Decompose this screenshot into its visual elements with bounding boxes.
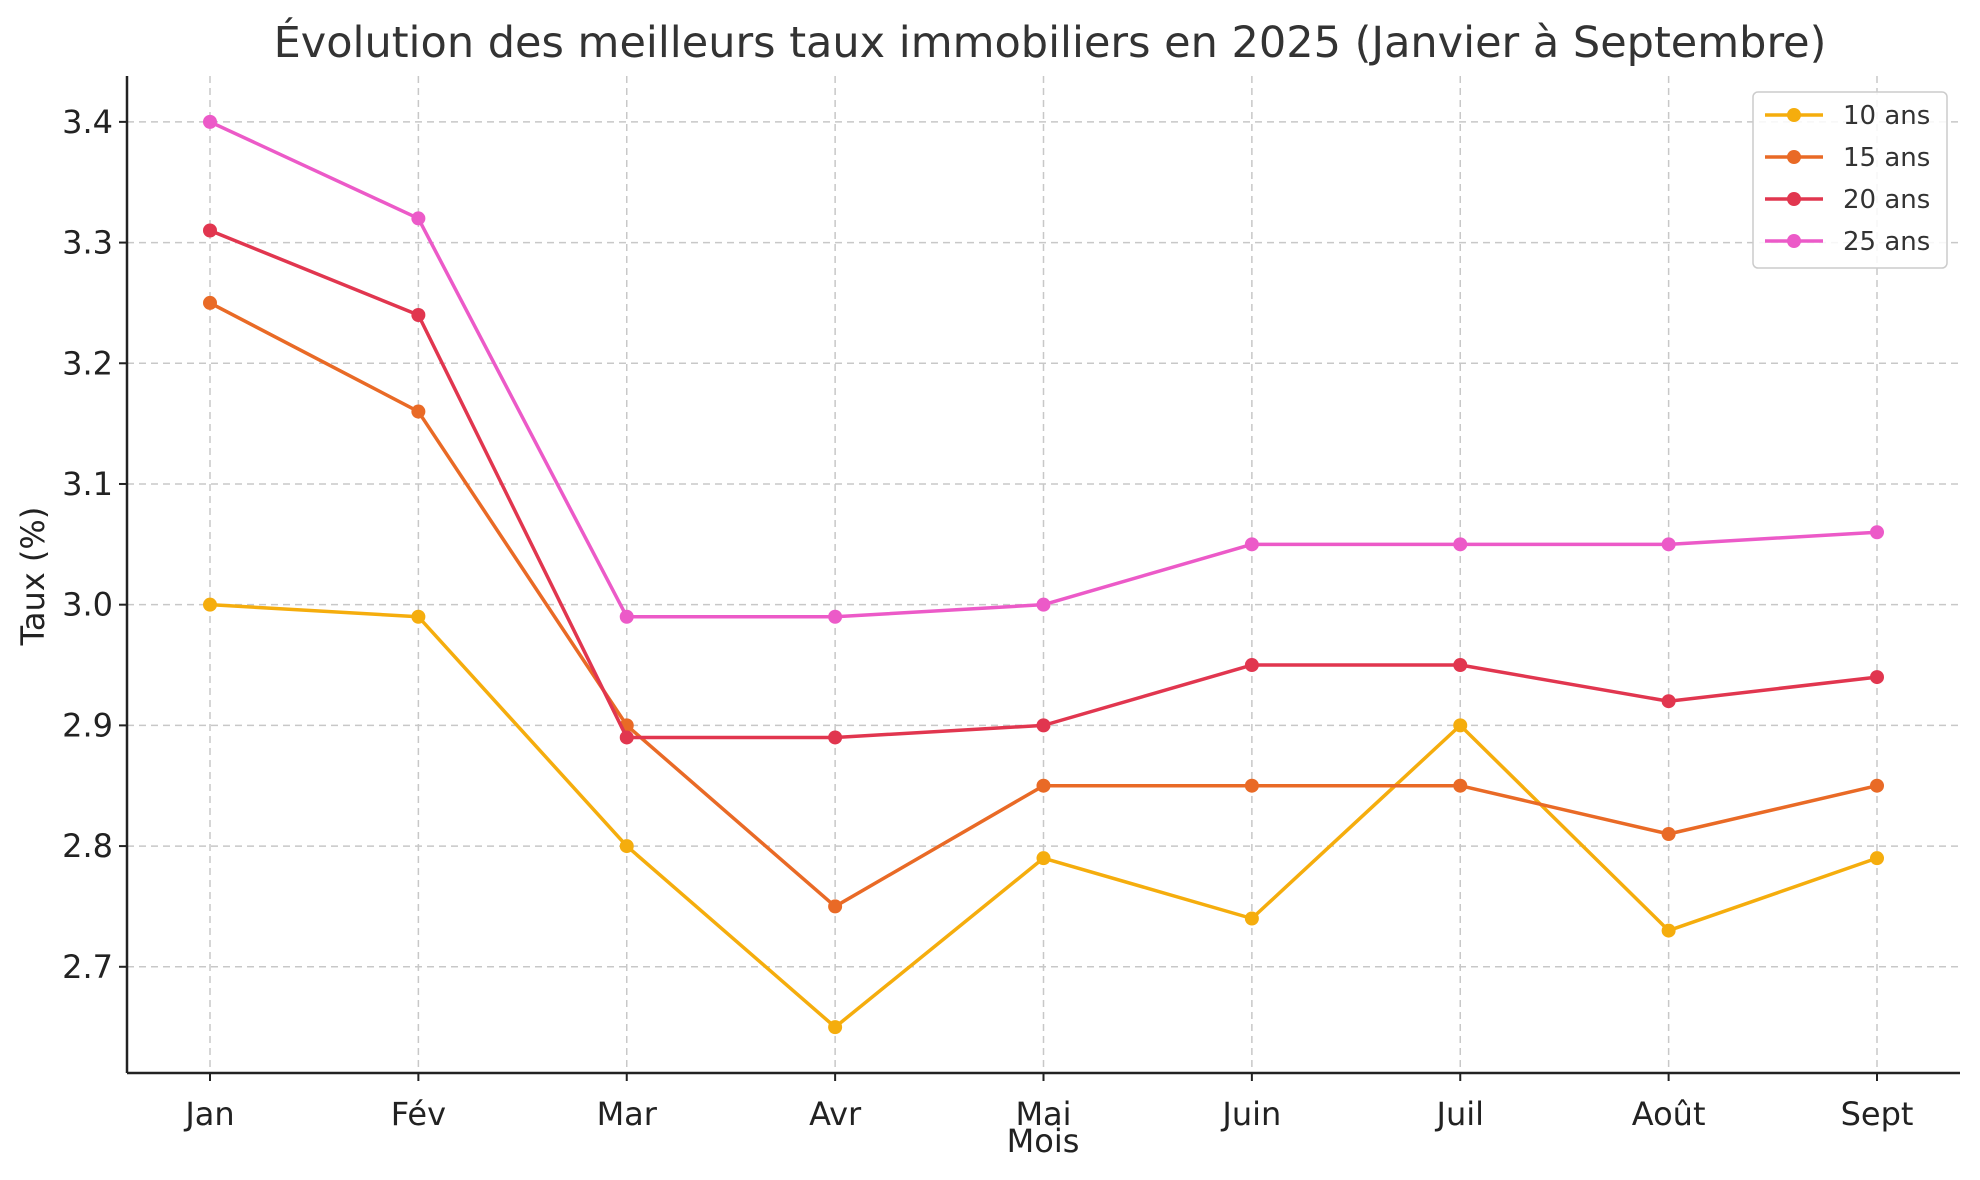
data-point-15-ans bbox=[1870, 778, 1884, 793]
x-tick-label: Sept bbox=[1841, 1095, 1914, 1133]
y-tick-label: 2.8 bbox=[62, 827, 113, 865]
data-point-25-ans bbox=[203, 114, 217, 129]
y-tick-label: 2.7 bbox=[62, 948, 113, 986]
series-15-ans bbox=[203, 295, 1884, 914]
legend-label: 25 ans bbox=[1843, 227, 1930, 257]
legend-item: 20 ans bbox=[1765, 185, 1930, 215]
y-axis-label: Taux (%) bbox=[14, 507, 52, 647]
legend-marker bbox=[1787, 192, 1801, 206]
legend-marker bbox=[1787, 150, 1801, 164]
x-tick-label: Avr bbox=[809, 1095, 862, 1133]
data-point-10-ans bbox=[1036, 851, 1051, 866]
data-point-15-ans bbox=[1453, 778, 1468, 793]
y-tick-label: 2.9 bbox=[62, 706, 113, 744]
data-point-10-ans bbox=[1244, 911, 1259, 926]
data-point-10-ans bbox=[619, 839, 634, 854]
data-point-25-ans bbox=[411, 211, 426, 226]
data-point-20-ans bbox=[1661, 694, 1676, 709]
x-tick-label: Mar bbox=[597, 1095, 658, 1133]
data-point-25-ans bbox=[1036, 597, 1051, 612]
data-point-20-ans bbox=[203, 223, 217, 238]
data-point-20-ans bbox=[1036, 718, 1051, 733]
x-axis-label: Mois bbox=[1007, 1122, 1080, 1160]
legend-label: 20 ans bbox=[1843, 185, 1930, 215]
series-layer bbox=[203, 114, 1884, 1035]
y-tick-label: 3.2 bbox=[62, 344, 113, 382]
chart-title: Évolution des meilleurs taux immobiliers… bbox=[274, 17, 1827, 68]
data-point-25-ans bbox=[828, 609, 843, 624]
x-tick-label: Jan bbox=[183, 1095, 234, 1133]
data-point-20-ans bbox=[411, 307, 426, 322]
x-tick-label: Mai bbox=[1015, 1095, 1071, 1133]
data-point-20-ans bbox=[619, 730, 634, 745]
legend-item: 10 ans bbox=[1765, 101, 1930, 131]
data-point-25-ans bbox=[1870, 525, 1884, 540]
legend-label: 10 ans bbox=[1843, 101, 1930, 131]
x-ticks: Jan Fév Mar Avr Mai Juin Juil Août Sept bbox=[183, 1073, 1913, 1133]
data-point-25-ans bbox=[1661, 537, 1676, 552]
x-tick-label: Fév bbox=[391, 1095, 446, 1133]
data-point-10-ans bbox=[411, 609, 426, 624]
data-point-15-ans bbox=[828, 899, 843, 914]
x-tick-label: Août bbox=[1632, 1095, 1706, 1133]
data-point-20-ans bbox=[1244, 658, 1259, 673]
legend-label: 15 ans bbox=[1843, 143, 1930, 173]
data-point-25-ans bbox=[619, 609, 634, 624]
legend-marker bbox=[1787, 108, 1801, 122]
data-point-15-ans bbox=[411, 404, 426, 419]
legend-box bbox=[1752, 91, 1948, 269]
legend: 10 ans 15 ans 20 ans 25 ans bbox=[1752, 91, 1948, 269]
x-tick-label: Juil bbox=[1435, 1095, 1485, 1133]
y-tick-label: 3.1 bbox=[62, 465, 113, 503]
legend-marker bbox=[1787, 234, 1801, 248]
legend-item: 25 ans bbox=[1765, 227, 1930, 257]
data-point-25-ans bbox=[1453, 537, 1468, 552]
x-gridlines bbox=[209, 76, 1878, 1073]
y-ticks: 2.7 2.8 2.9 3.0 3.1 3.2 3.3 3.4 bbox=[62, 103, 127, 986]
data-point-20-ans bbox=[1453, 658, 1468, 673]
data-point-10-ans bbox=[1870, 851, 1884, 866]
x-tick-label: Juin bbox=[1220, 1095, 1281, 1133]
data-point-15-ans bbox=[203, 295, 217, 310]
data-point-20-ans bbox=[1870, 670, 1884, 685]
data-point-10-ans bbox=[203, 597, 217, 612]
legend-item: 15 ans bbox=[1765, 143, 1930, 173]
series-10-ans bbox=[203, 597, 1884, 1035]
data-point-10-ans bbox=[1661, 923, 1676, 938]
series-25-ans bbox=[203, 114, 1884, 624]
y-tick-label: 3.0 bbox=[62, 586, 113, 624]
data-point-15-ans bbox=[1036, 778, 1051, 793]
data-point-15-ans bbox=[1661, 827, 1676, 842]
y-tick-label: 3.3 bbox=[62, 224, 113, 262]
y-tick-label: 3.4 bbox=[62, 103, 113, 141]
data-point-10-ans bbox=[828, 1020, 843, 1035]
data-point-10-ans bbox=[1453, 718, 1468, 733]
data-point-15-ans bbox=[1244, 778, 1259, 793]
data-point-25-ans bbox=[1244, 537, 1259, 552]
data-point-20-ans bbox=[828, 730, 843, 745]
series-20-ans bbox=[203, 223, 1884, 745]
